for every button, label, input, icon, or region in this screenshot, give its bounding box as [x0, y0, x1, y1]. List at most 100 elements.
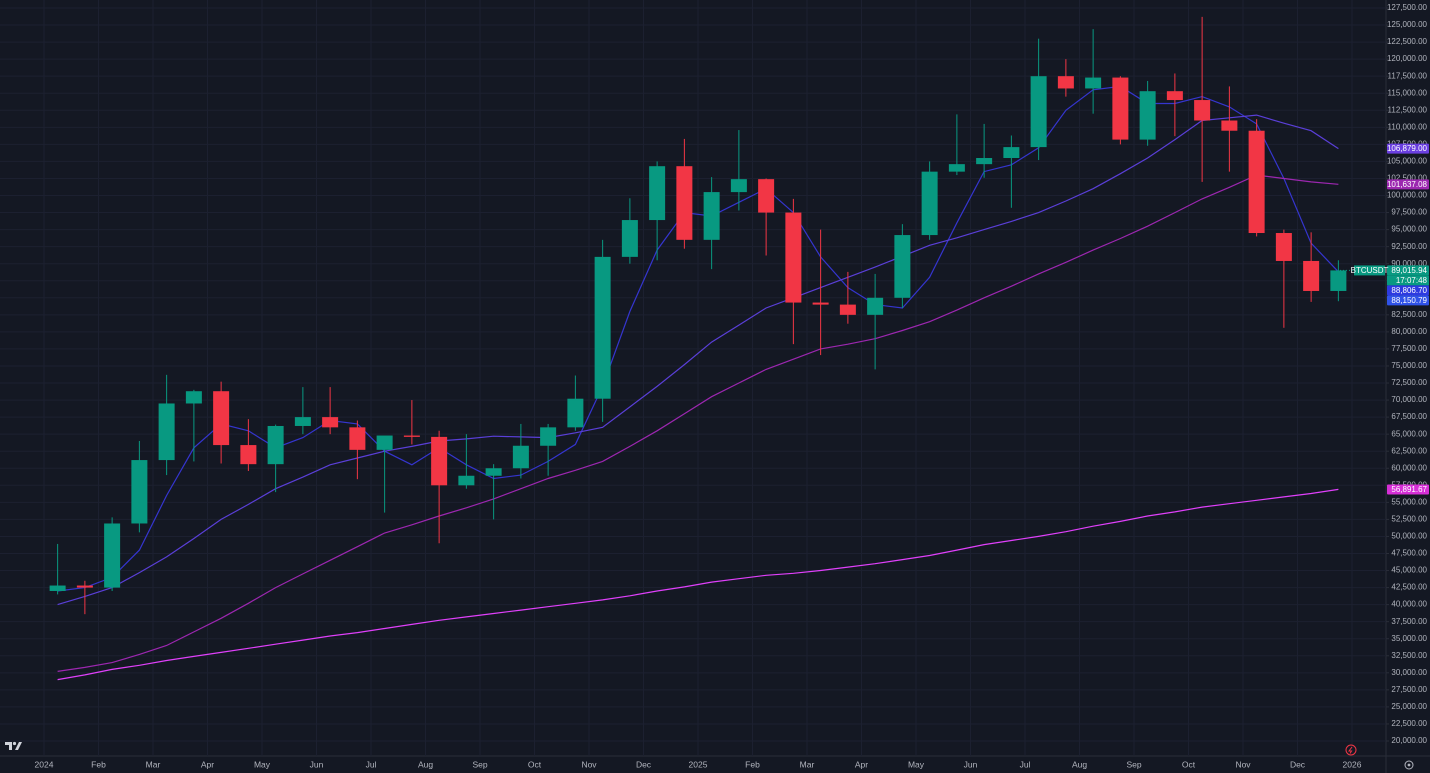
- candle-body: [1303, 260, 1320, 291]
- x-tick-label: 2026: [1343, 759, 1362, 769]
- candle-body: [1221, 120, 1238, 131]
- y-tick-label: 115,000.00: [1388, 88, 1428, 97]
- x-tick-label: Jul: [366, 759, 377, 769]
- candle-body: [1166, 91, 1183, 101]
- countdown-box: [1387, 275, 1429, 286]
- y-tick-label: 40,000.00: [1391, 600, 1427, 609]
- y-tick-label: 105,000.00: [1387, 157, 1428, 166]
- candle-body: [839, 304, 856, 315]
- y-tick-label: 32,500.00: [1391, 651, 1427, 660]
- candle-body: [921, 171, 938, 236]
- candle-body: [1248, 130, 1265, 234]
- price-tag: [1387, 143, 1429, 154]
- x-tick-label: Dec: [1290, 759, 1306, 769]
- candle-body: [1275, 233, 1292, 261]
- candle-body: [1194, 100, 1211, 121]
- price-tag: [1387, 295, 1429, 306]
- candle-body: [948, 164, 965, 172]
- candle-body: [104, 523, 121, 588]
- y-tick-label: 97,500.00: [1391, 208, 1427, 217]
- candle-body: [812, 302, 829, 305]
- y-tick-label: 45,000.00: [1391, 566, 1427, 575]
- y-tick-label: 42,500.00: [1391, 583, 1427, 592]
- y-tick-label: 102,500.00: [1387, 174, 1428, 183]
- y-tick-label: 47,500.00: [1391, 549, 1427, 558]
- y-tick-label: 82,500.00: [1391, 310, 1427, 319]
- y-tick-label: 92,500.00: [1391, 242, 1427, 251]
- x-tick-label: Jul: [1020, 759, 1031, 769]
- x-tick-label: Feb: [91, 759, 106, 769]
- y-tick-label: 30,000.00: [1391, 668, 1427, 677]
- y-tick-label: 77,500.00: [1391, 344, 1427, 353]
- y-tick-label: 90,000.00: [1391, 259, 1427, 268]
- candle-body: [894, 235, 911, 298]
- candle-body: [1085, 77, 1102, 89]
- price-tag-label: 56,891.67: [1391, 485, 1427, 494]
- y-tick-label: 65,000.00: [1391, 429, 1427, 438]
- candle-body: [349, 427, 366, 450]
- candle-body: [294, 417, 311, 426]
- y-tick-label: 100,000.00: [1387, 191, 1428, 200]
- candle-body: [267, 425, 284, 465]
- settings-icon[interactable]: [1404, 760, 1414, 770]
- candle-body: [785, 212, 802, 303]
- x-tick-label: Sep: [472, 759, 487, 769]
- x-tick-label: Oct: [528, 759, 542, 769]
- price-tag-label: 88,806.70: [1391, 286, 1427, 295]
- axes: 20,000.00 22,500.00 25,000.00 27,500.00 30,0…: [35, 3, 1428, 769]
- price-tag-label: 106,879.00: [1387, 144, 1428, 153]
- candle-body: [49, 585, 66, 591]
- y-tick-label: 127,500.00: [1387, 3, 1428, 12]
- candle-body: [512, 445, 529, 469]
- candle-body: [213, 391, 230, 446]
- y-tick-label: 20,000.00: [1391, 736, 1427, 745]
- x-tick-label: May: [254, 759, 271, 769]
- candle-body: [158, 403, 175, 461]
- candle-body: [485, 468, 502, 476]
- y-tick-label: 50,000.00: [1391, 532, 1427, 541]
- y-tick-label: 55,000.00: [1391, 497, 1427, 506]
- price-tag: [1387, 179, 1429, 190]
- x-tick-label: Jun: [310, 759, 324, 769]
- y-tick-label: 122,500.00: [1387, 37, 1428, 46]
- candle-body: [703, 192, 720, 240]
- x-tick-label: Feb: [745, 759, 760, 769]
- price-tag-label: 89,015.94: [1391, 266, 1427, 275]
- price-tag: [1387, 285, 1429, 296]
- y-tick-label: 75,000.00: [1391, 361, 1427, 370]
- x-tick-label: Dec: [636, 759, 652, 769]
- candle-body: [867, 297, 884, 315]
- x-tick-label: Apr: [855, 759, 868, 769]
- x-tick-label: Sep: [1126, 759, 1141, 769]
- candle-body: [131, 460, 148, 524]
- x-tick-label: Oct: [1182, 759, 1196, 769]
- candle-body: [540, 427, 557, 446]
- y-tick-label: 117,500.00: [1388, 71, 1428, 80]
- moving-average-line: [57, 114, 1339, 606]
- y-tick-label: 62,500.00: [1391, 446, 1427, 455]
- candle-body: [185, 391, 202, 404]
- tradingview-logo[interactable]: [5, 741, 22, 750]
- y-tick-label: 35,000.00: [1391, 634, 1427, 643]
- candle-body: [730, 179, 747, 193]
- x-tick-label: Mar: [800, 759, 815, 769]
- candle-body: [1057, 76, 1074, 89]
- moving-average-line: [57, 174, 1339, 672]
- candle-body: [594, 256, 611, 399]
- alert-icon[interactable]: [1345, 744, 1357, 756]
- candle-body: [1003, 147, 1020, 159]
- candle-body: [403, 435, 420, 437]
- y-tick-label: 112,500.00: [1388, 105, 1428, 114]
- countdown: 17:07:48: [1396, 276, 1428, 285]
- x-tick-label: Aug: [1072, 759, 1087, 769]
- candle-body: [1030, 76, 1047, 148]
- candle-body: [1139, 91, 1156, 140]
- candles: [49, 16, 1347, 615]
- candle-body: [1330, 270, 1347, 291]
- candle-body: [621, 220, 638, 257]
- y-tick-label: 25,000.00: [1391, 702, 1427, 711]
- candle-body: [676, 166, 693, 240]
- y-tick-label: 52,500.00: [1391, 515, 1427, 524]
